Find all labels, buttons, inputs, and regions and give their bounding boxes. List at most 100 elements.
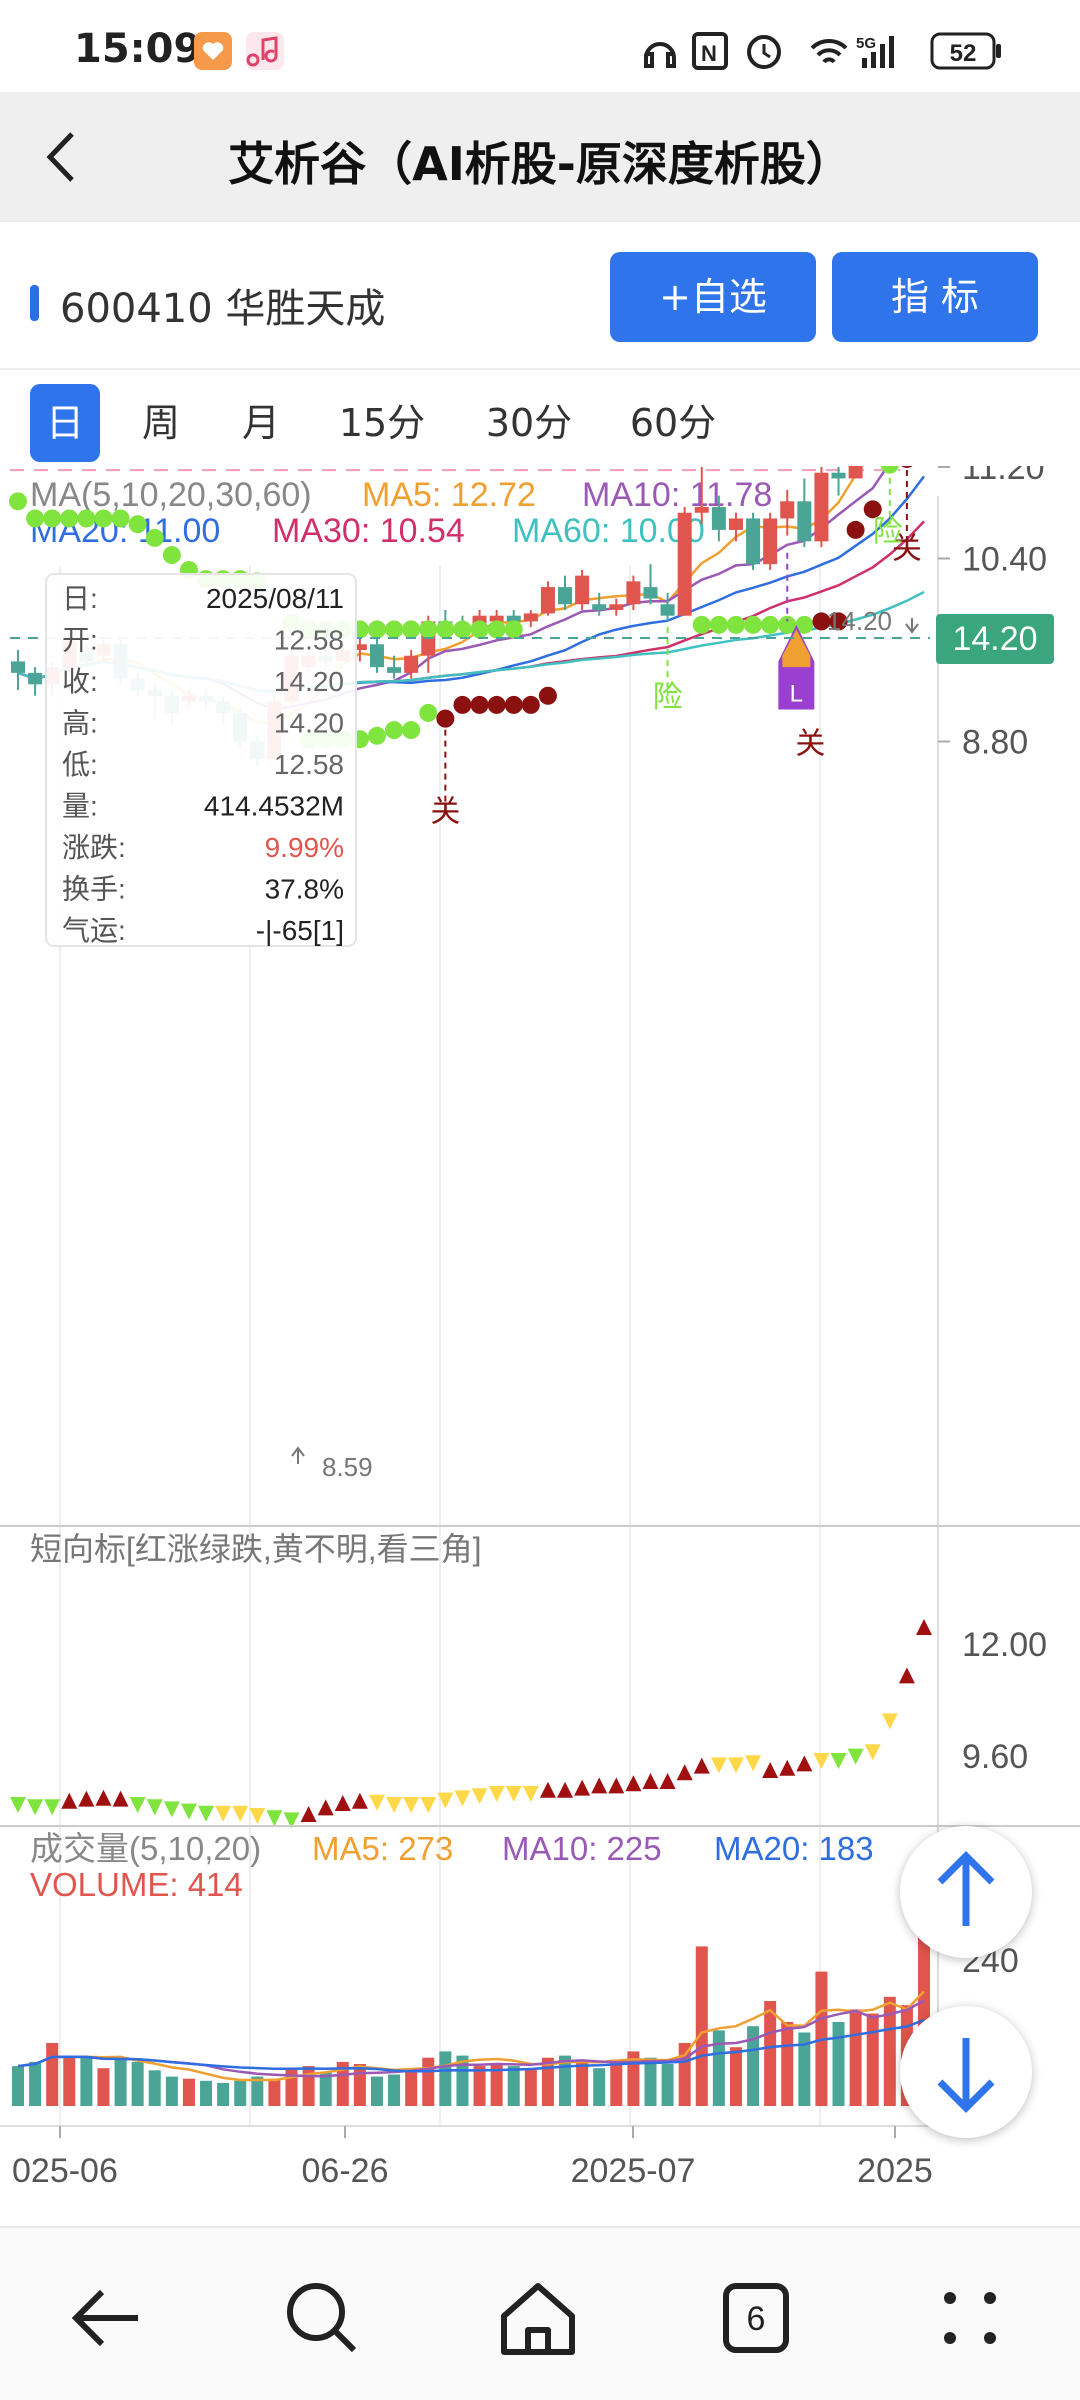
- guan-label: 关: [430, 796, 460, 829]
- volume-bar: [678, 2043, 691, 2106]
- indicator-triangle: [745, 1755, 762, 1772]
- indicator-triangle: [249, 1808, 266, 1824]
- red-signal-dot: [538, 686, 557, 705]
- add-watchlist-button[interactable]: +自选: [610, 252, 816, 342]
- volume-ma-lines: [0, 1990, 938, 2127]
- indicator-triangle: [10, 1797, 26, 1813]
- info-value: -|-65[1]: [256, 915, 344, 946]
- indicator-triangle: [317, 1799, 334, 1816]
- green-signal-dot: [367, 726, 386, 745]
- green-signal-dot: [385, 721, 404, 740]
- indicator-triangle: [762, 1762, 779, 1778]
- candle-body: [728, 518, 743, 530]
- candle-body: [11, 661, 25, 673]
- indicator-triangle: [283, 1812, 300, 1829]
- tab-15min[interactable]: 15分: [338, 401, 426, 445]
- volume-bar: [388, 2074, 401, 2106]
- indicator-triangle: [779, 1759, 796, 1776]
- candle-body: [28, 672, 43, 685]
- tab-day[interactable]: 日: [30, 384, 100, 462]
- page-title: 艾析谷（AI析股-原深度析股）: [228, 137, 852, 191]
- indicator-triangle: [539, 1781, 556, 1798]
- indicator-triangle: [864, 1744, 881, 1761]
- ma-legend: MA(5,10,20,30,60) MA5: 12.72 MA10: 11.78…: [30, 476, 772, 550]
- candle-body: [643, 587, 658, 599]
- high-price-label: 14.20: [827, 606, 892, 636]
- tab-60min[interactable]: 60分: [629, 401, 717, 445]
- tab-month[interactable]: 月: [241, 401, 280, 445]
- candle-body: [506, 615, 521, 622]
- green-signal-dot: [385, 620, 404, 639]
- date-tick: 06-26: [302, 2152, 389, 2190]
- nav-tabs-icon[interactable]: 6: [706, 2268, 806, 2368]
- stock-chart[interactable]: MA(5,10,20,30,60) MA5: 12.72 MA10: 11.78…: [0, 466, 1080, 2226]
- indicator-triangle: [129, 1797, 146, 1813]
- nav-back-icon[interactable]: [58, 2268, 158, 2368]
- indicator-button[interactable]: 指 标: [832, 252, 1038, 342]
- volume-bar: [866, 2013, 879, 2106]
- volume-bar: [883, 1996, 896, 2106]
- indicator-tick: 12.00: [962, 1626, 1047, 1664]
- info-label: 换手:: [62, 874, 126, 905]
- back-arrow-icon[interactable]: [30, 122, 100, 192]
- green-signal-dot: [26, 509, 45, 528]
- stock-header: 600410 华胜天成 +自选 指 标: [0, 222, 1080, 370]
- indicator-triangle: [95, 1789, 112, 1806]
- svg-text:52: 52: [950, 40, 977, 67]
- volume-bar: [97, 2068, 110, 2106]
- volume-bar: [610, 2059, 623, 2106]
- indicator-triangle: [557, 1781, 574, 1798]
- volume-bar: [576, 2061, 589, 2106]
- indicator-tick: 9.60: [962, 1738, 1028, 1776]
- green-signal-dot: [436, 620, 455, 639]
- indicator-triangle: [198, 1805, 215, 1822]
- nav-home-icon[interactable]: [488, 2268, 588, 2368]
- indicator-triangle: [830, 1753, 847, 1769]
- volume-bar: [370, 2076, 383, 2106]
- scroll-down-button[interactable]: [900, 2006, 1032, 2138]
- current-price-tag: 14.20: [952, 620, 1037, 658]
- indicator-triangles: 12.00 9.60: [10, 1619, 1047, 1829]
- indicator-triangle: [488, 1786, 505, 1802]
- green-signal-dot: [77, 509, 96, 528]
- volume-title: 成交量(5,10,20): [30, 1830, 261, 1867]
- info-value: 414.4532M: [204, 791, 344, 822]
- volume-bar: [131, 2061, 144, 2106]
- candle-body: [797, 501, 812, 542]
- tab-week[interactable]: 周: [141, 401, 180, 445]
- candle-body: [489, 615, 504, 622]
- indicator-triangle: [574, 1779, 591, 1796]
- scroll-up-button[interactable]: [900, 1826, 1032, 1958]
- arrow-up-icon: [937, 1851, 995, 1926]
- volume-bars: 240: [12, 1932, 1019, 2106]
- green-signal-dot: [43, 509, 62, 528]
- candle-body: [831, 472, 846, 479]
- volume-bar: [627, 2051, 640, 2106]
- info-label: 涨跌:: [62, 832, 126, 863]
- date-tick: 025-06: [12, 2152, 118, 2190]
- info-label: 高:: [62, 708, 98, 739]
- volume-bar: [182, 2078, 195, 2106]
- red-signal-dot: [863, 500, 882, 519]
- date-axis: 025-06 06-26 2025-07 2025: [12, 2126, 933, 2190]
- arrow-down-icon: [937, 2038, 995, 2113]
- candle-body: [746, 518, 761, 565]
- indicator-triangle: [180, 1803, 197, 1820]
- bottom-navigation: 6: [0, 2226, 1080, 2400]
- volume-panel: 成交量(5,10,20) MA5: 273 MA10: 225 MA20: 18…: [0, 1825, 1080, 2190]
- info-value: 2025/08/11: [206, 583, 344, 614]
- tab-30min[interactable]: 30分: [485, 401, 573, 445]
- candle-body: [780, 501, 795, 519]
- red-signal-dot: [846, 520, 865, 539]
- nav-menu-icon[interactable]: [920, 2268, 1020, 2368]
- nav-search-icon[interactable]: [272, 2268, 372, 2368]
- candle-body: [660, 604, 675, 616]
- green-signal-dot: [419, 703, 438, 722]
- red-signal-dot: [829, 612, 848, 631]
- status-time: 15:09: [74, 26, 202, 72]
- volume-bar: [524, 2068, 537, 2106]
- indicator-triangle: [916, 1619, 932, 1635]
- ma10-label: MA10: 11.78: [582, 476, 772, 514]
- ma60-label: MA60: 10.00: [512, 512, 705, 550]
